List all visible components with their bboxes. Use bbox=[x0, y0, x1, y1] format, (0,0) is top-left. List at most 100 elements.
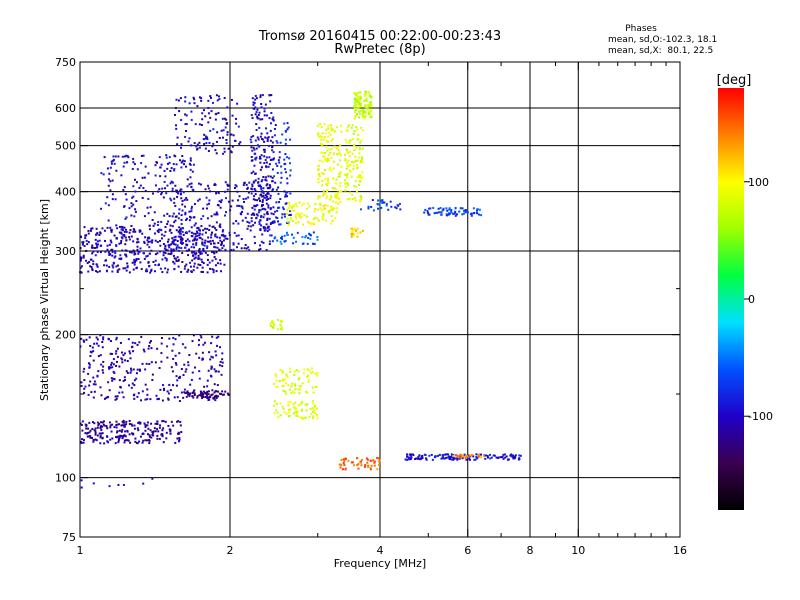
data-point bbox=[186, 390, 189, 393]
data-point bbox=[114, 255, 117, 258]
data-point bbox=[296, 231, 299, 234]
data-point bbox=[495, 456, 498, 459]
data-point bbox=[190, 226, 193, 229]
data-point bbox=[286, 221, 289, 224]
data-point bbox=[110, 162, 113, 165]
data-point bbox=[286, 128, 289, 131]
data-point bbox=[203, 133, 206, 136]
data-point bbox=[330, 124, 333, 127]
data-point bbox=[87, 232, 90, 235]
data-point bbox=[279, 402, 282, 405]
data-point bbox=[364, 115, 367, 118]
data-point bbox=[177, 440, 180, 443]
data-point bbox=[266, 227, 269, 230]
data-point bbox=[362, 116, 365, 119]
data-point bbox=[367, 464, 370, 467]
data-point bbox=[190, 186, 193, 189]
data-point bbox=[113, 234, 116, 237]
data-point bbox=[215, 152, 218, 155]
data-point bbox=[476, 208, 479, 211]
data-point bbox=[83, 340, 86, 343]
data-point bbox=[369, 105, 372, 108]
data-point bbox=[179, 146, 182, 149]
data-point bbox=[348, 169, 351, 172]
data-point bbox=[302, 242, 305, 245]
data-point bbox=[250, 146, 253, 149]
data-point bbox=[409, 454, 412, 457]
data-point bbox=[95, 263, 98, 266]
data-point bbox=[184, 123, 187, 126]
data-point bbox=[139, 435, 142, 438]
data-point bbox=[284, 171, 287, 174]
phases-o-stats: mean, sd,O:-102.3, 18.1 bbox=[608, 35, 717, 45]
data-point bbox=[189, 383, 192, 386]
data-point bbox=[281, 384, 284, 387]
data-point bbox=[447, 456, 450, 459]
data-point bbox=[325, 129, 328, 132]
data-point bbox=[143, 257, 146, 260]
data-point bbox=[230, 205, 233, 208]
data-point bbox=[484, 454, 487, 457]
data-point bbox=[258, 126, 261, 129]
data-point bbox=[265, 223, 268, 226]
data-point bbox=[237, 199, 240, 202]
data-point bbox=[179, 159, 182, 162]
data-point bbox=[226, 183, 229, 186]
data-point bbox=[251, 97, 254, 100]
data-point bbox=[142, 439, 145, 442]
data-point bbox=[346, 126, 349, 129]
data-point bbox=[183, 363, 186, 366]
data-point bbox=[347, 184, 350, 187]
data-point bbox=[197, 343, 200, 346]
data-point bbox=[268, 240, 271, 243]
data-point bbox=[114, 252, 117, 255]
data-point bbox=[370, 464, 373, 467]
colorbar-tick-label: -100 bbox=[748, 410, 773, 423]
data-point bbox=[284, 215, 287, 218]
data-point bbox=[212, 225, 215, 228]
data-point bbox=[169, 228, 172, 231]
data-point bbox=[259, 244, 262, 247]
data-point bbox=[131, 424, 134, 427]
data-point bbox=[101, 369, 104, 372]
data-point bbox=[312, 417, 315, 420]
data-point bbox=[218, 392, 221, 395]
data-point bbox=[507, 458, 510, 461]
data-point bbox=[194, 256, 197, 259]
data-point bbox=[300, 385, 303, 388]
data-point bbox=[150, 422, 153, 425]
data-point bbox=[210, 96, 213, 99]
data-point bbox=[263, 213, 266, 216]
colorbar-gradient bbox=[718, 88, 744, 510]
data-point bbox=[343, 464, 346, 467]
data-point bbox=[116, 431, 119, 434]
data-point bbox=[259, 157, 262, 160]
data-point bbox=[356, 176, 359, 179]
data-point bbox=[151, 239, 154, 242]
data-point bbox=[274, 181, 277, 184]
data-point bbox=[109, 366, 112, 369]
data-point bbox=[257, 181, 260, 184]
data-point bbox=[241, 210, 244, 213]
data-point bbox=[125, 423, 128, 426]
data-point bbox=[309, 233, 312, 236]
data-point bbox=[295, 240, 298, 243]
data-point bbox=[101, 341, 104, 344]
data-point bbox=[263, 110, 266, 113]
data-point bbox=[266, 140, 269, 143]
data-point bbox=[105, 264, 108, 267]
data-point bbox=[173, 201, 176, 204]
data-point bbox=[253, 180, 256, 183]
data-point bbox=[102, 420, 105, 423]
data-point bbox=[96, 265, 99, 268]
data-point bbox=[108, 366, 111, 369]
data-point bbox=[303, 417, 306, 420]
data-point bbox=[312, 231, 315, 234]
data-point bbox=[271, 145, 274, 148]
data-point bbox=[488, 453, 491, 456]
data-point bbox=[170, 366, 173, 369]
data-point bbox=[272, 157, 275, 160]
data-point bbox=[254, 139, 257, 142]
data-point bbox=[201, 112, 204, 115]
